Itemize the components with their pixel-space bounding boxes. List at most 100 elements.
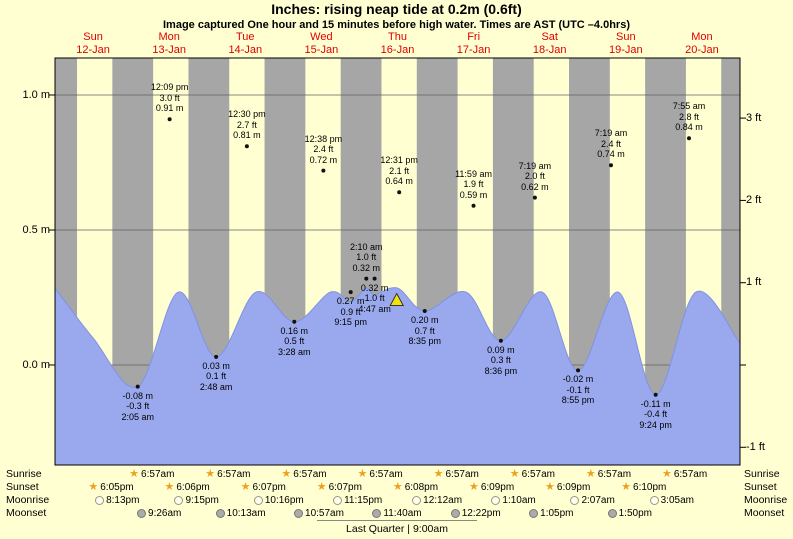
tide-extreme-dot [214,354,219,359]
moonset-icon [137,508,147,518]
annotation-line: -0.08 m [122,390,153,401]
tide-water-area [55,287,740,465]
sunset-entry: ★ 6:08pm [393,481,438,493]
moonset-icon [607,508,617,518]
astro-row-label-right: Sunset [744,481,777,493]
low-tide-annotation: 0.20 m 0.7 ft 8:35 pm [393,315,457,347]
annotation-line: 0.9 ft [340,306,361,317]
high-tide-annotation: 12:38 pm 2.4 ft 0.72 m [291,134,355,166]
astro-time: 6:09pm [556,481,591,493]
moonrise-icon [491,495,501,505]
moonrise-entry: 12:12am [412,494,462,506]
day-label: Thu 16-Jan [364,31,432,56]
astro-row-label-left: Moonrise [6,494,50,506]
day-date: 17-Jan [456,43,491,56]
astro-time: 2:07am [581,494,615,506]
day-name: Mon [158,31,180,43]
high-tide-annotation: 2:10 am 1.0 ft 0.32 m [334,242,398,274]
day-name: Wed [310,31,333,43]
sunrise-entry: ★ 6:57am [510,468,555,480]
day-label: Fri 17-Jan [440,31,508,56]
high-tide-annotation: 12:31 pm 2.1 ft 0.64 m [367,155,431,187]
left-axis-label: 1.0 m [22,88,50,101]
tide-extreme-dot [348,290,353,295]
sunrise-entry: ★ 6:57am [662,468,707,480]
astro-time: 6:57am [293,468,327,480]
moonrise-entry: 9:15pm [174,494,219,506]
high-tide-annotation: 11:59 am 1.9 ft 0.59 m [442,169,506,201]
astro-time: 12:12am [423,494,463,506]
sunset-icon: ★ [545,481,555,493]
moonrise-icon [253,495,263,505]
annotation-line: 0.5 ft [284,336,305,347]
annotation-line: 4:47 am [358,303,391,314]
astro-time: 9:26am [148,507,182,519]
sunrise-icon: ★ [129,468,140,480]
astro-time: 6:57am [445,468,479,480]
annotation-line: 11:59 am [455,168,492,179]
astro-time: 6:09pm [480,481,515,493]
annotation-line: 0.27 m [336,296,365,307]
day-label: Sun 12-Jan [59,31,127,56]
astro-time: 1:05pm [540,507,574,519]
day-date: 18-Jan [532,43,567,56]
day-label: Mon 13-Jan [135,31,203,56]
sunset-icon: ★ [621,481,632,493]
day-label: Sat 18-Jan [516,31,584,56]
astro-time: 9:15pm [185,494,219,506]
annotation-line: 0.81 m [233,130,261,141]
astro-row-label-left: Sunset [6,481,39,493]
annotation-line: 0.16 m [280,325,309,336]
astro-time: 6:57am [597,468,632,480]
day-name: Fri [467,31,481,43]
tide-extreme-dot [471,203,476,208]
astro-time: 6:06pm [176,481,210,493]
moonrise-entry: 8:13pm [95,494,139,506]
sunrise-entry: ★ 6:57am [129,468,174,480]
annotation-line: 2.4 ft [600,138,621,149]
moonset-icon [215,508,225,518]
day-name: Mon [691,31,713,43]
moonrise-entry: 10:16pm [253,494,304,506]
astro-time: 1:50pm [618,507,652,519]
annotation-line: -0.3 ft [126,401,150,412]
annotation-line: 8:55 pm [561,395,595,406]
low-tide-annotation: 0.32 m 1.0 ft 4:47 am [343,283,407,315]
sunset-icon: ★ [316,481,327,493]
sunrise-icon: ★ [509,468,520,480]
annotation-line: 0.20 m [410,315,439,325]
annotation-line: -0.4 ft [644,409,668,420]
annotation-line: 1.9 ft [463,179,484,190]
high-tide-annotation: 7:19 am 2.0 ft 0.62 m [503,161,567,193]
tide-extreme-dot [372,276,377,281]
annotation-line: 1.0 ft [364,293,385,304]
sunset-entry: ★ 6:06pm [164,481,209,493]
annotation-line: 12:38 pm [304,133,343,144]
annotation-line: 12:31 pm [380,155,418,166]
day-name: Tue [235,31,255,43]
chart-title: Inches: rising neap tide at 0.2m (0.6ft) [271,1,522,17]
astro-time: 6:07pm [252,481,286,493]
astro-row-label-left: Moonset [6,507,47,519]
annotation-line: 0.62 m [521,181,549,192]
annotation-line: 12:09 pm [150,82,189,93]
day-label: Sun 19-Jan [592,31,660,56]
day-label: Wed 15-Jan [287,31,355,56]
right-axis-label: 2 ft [746,193,762,206]
moonset-icon [529,508,539,518]
sunset-entry: ★ 6:09pm [545,481,590,493]
annotation-line: 8:36 pm [484,365,518,376]
astro-time: 6:57am [217,468,251,480]
moon-phase-footer: Last Quarter | 9:00am [317,520,477,535]
day-name: Sun [83,31,103,43]
sunrise-entry: ★ 6:57am [358,468,403,480]
day-date: 16-Jan [380,43,415,56]
annotation-line: 0.7 ft [414,325,435,336]
tide-extreme-dot [532,195,537,200]
tide-extreme-dot [608,163,613,168]
moonset-icon [294,508,304,518]
right-axis-label: -1 ft [746,440,765,453]
moonrise-entry: 2:07am [570,494,615,506]
annotation-line: 2:48 am [199,381,233,392]
